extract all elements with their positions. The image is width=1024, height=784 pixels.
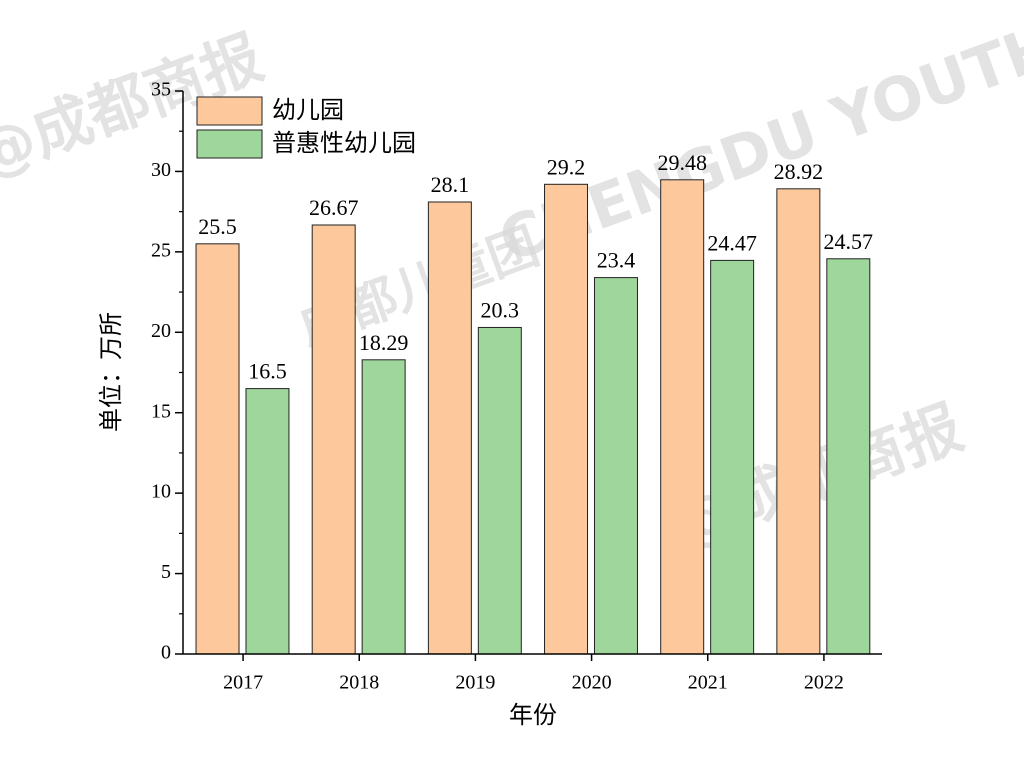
data-label: 28.1 (431, 172, 470, 197)
data-label: 24.47 (707, 230, 757, 255)
x-tick-label: 2021 (688, 672, 728, 694)
bar (195, 243, 240, 655)
data-label: 29.48 (657, 150, 707, 175)
data-label: 16.5 (248, 359, 287, 384)
data-label: 26.67 (309, 195, 359, 220)
bar (710, 259, 755, 655)
bar (826, 258, 871, 655)
legend-label: 普惠性幼儿园 (272, 129, 416, 157)
y-tick-label: 35 (151, 79, 171, 101)
y-tick-label: 25 (151, 239, 171, 261)
legend-swatch (196, 96, 263, 126)
bar (361, 359, 406, 655)
x-tick-label: 2019 (455, 672, 495, 694)
data-label: 29.2 (547, 154, 586, 179)
legend-swatch (196, 129, 263, 159)
y-tick-label: 20 (151, 320, 171, 342)
data-label: 25.5 (198, 214, 237, 239)
y-tick-label: 5 (161, 561, 171, 583)
y-tick-label: 30 (151, 159, 171, 181)
x-tick-label: 2018 (339, 672, 379, 694)
bar (660, 179, 705, 655)
bar (477, 326, 522, 655)
bar (427, 201, 472, 655)
data-label: 24.57 (824, 229, 874, 254)
x-tick-label: 2020 (572, 672, 612, 694)
x-axis-label: 年份 (509, 701, 557, 729)
bar (593, 277, 638, 655)
data-label: 28.92 (774, 159, 824, 184)
bar (544, 183, 589, 655)
y-tick-label: 0 (161, 642, 171, 664)
data-label: 23.4 (597, 248, 636, 273)
bar (776, 188, 821, 655)
bar (245, 388, 290, 655)
y-axis-label: 单位：万所 (97, 312, 125, 432)
x-tick-label: 2017 (223, 672, 263, 694)
data-label: 18.29 (359, 330, 409, 355)
x-tick-label: 2022 (804, 672, 844, 694)
data-label: 20.3 (481, 298, 520, 323)
legend-label: 幼儿园 (272, 96, 344, 124)
y-tick-label: 10 (151, 481, 171, 503)
y-tick-label: 15 (151, 400, 171, 422)
bar (311, 224, 356, 655)
